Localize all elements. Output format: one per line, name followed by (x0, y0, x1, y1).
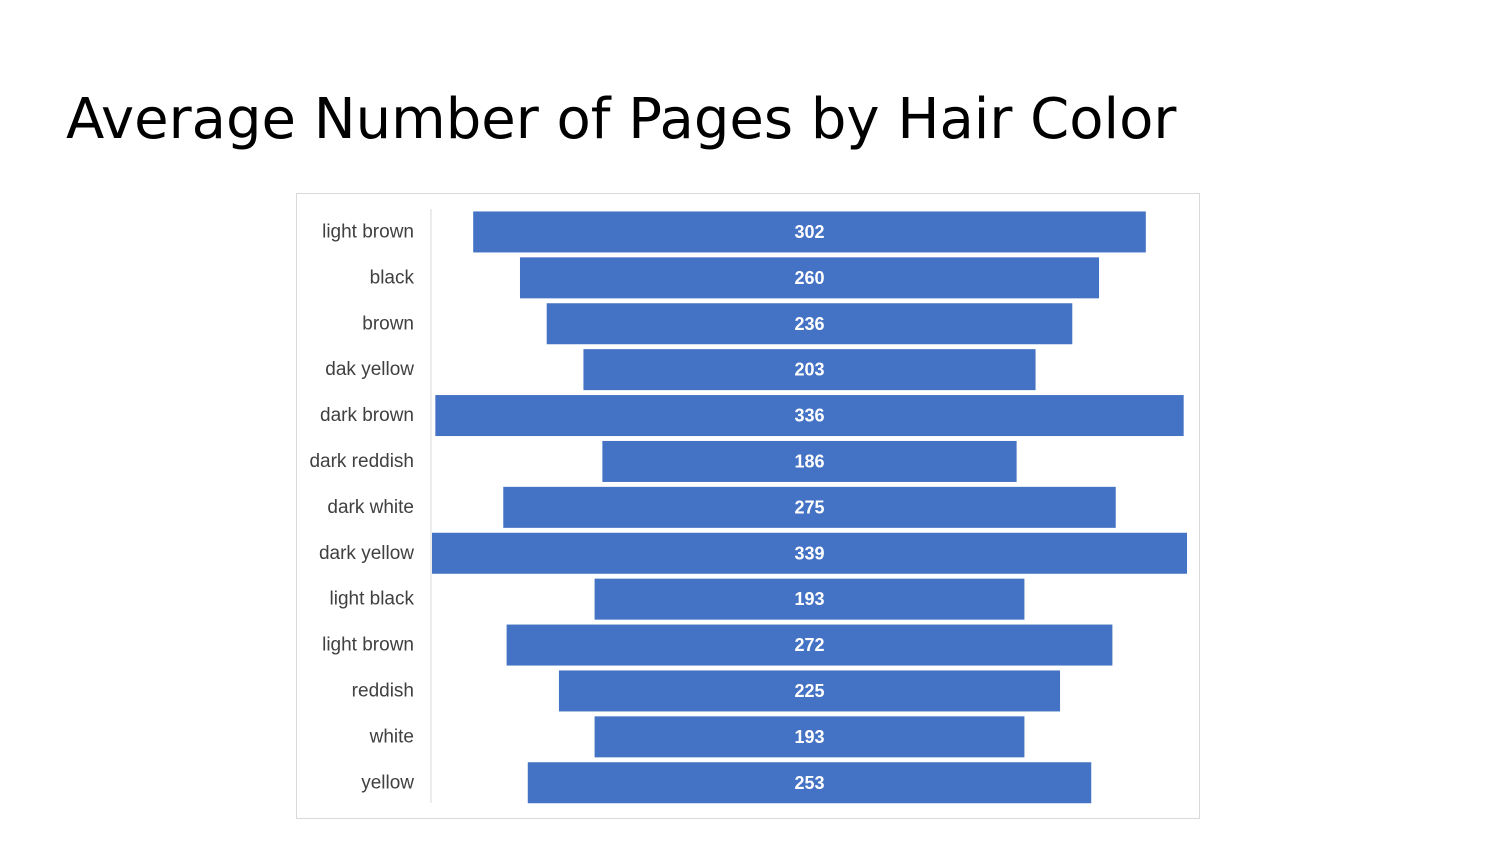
chart-area: light brown black brown dak yellow dark brow… (296, 193, 1200, 819)
category-label: black (370, 267, 415, 288)
funnel-bar-chart: light brown black brown dak yellow dark brow… (309, 209, 1187, 804)
category-label: light brown (322, 635, 414, 656)
category-label: dark brown (320, 405, 414, 426)
category-label: reddish (352, 680, 414, 701)
bar (435, 395, 1184, 437)
bar-value-label: 260 (794, 268, 824, 288)
bar (527, 762, 1092, 804)
bar-value-label: 236 (794, 314, 824, 334)
bar (594, 578, 1025, 620)
bar (594, 716, 1025, 758)
bar-value-label: 193 (794, 727, 824, 747)
category-label: yellow (361, 772, 414, 793)
bar (432, 532, 1187, 574)
bar (583, 349, 1036, 391)
category-label: light brown (322, 221, 414, 242)
bar (506, 624, 1113, 666)
category-label: light black (330, 589, 415, 610)
bar (546, 303, 1073, 345)
category-labels: light brown black brown dak yellow dark brow… (309, 221, 414, 793)
bar (602, 440, 1017, 482)
bar-value-label: 336 (794, 406, 824, 426)
bar-value-label: 225 (794, 681, 824, 701)
bar-value-label: 339 (794, 543, 824, 563)
bar (503, 486, 1116, 528)
bar-value-label: 253 (794, 773, 824, 793)
bar-value-label: 272 (794, 635, 824, 655)
slide-title: Average Number of Pages by Hair Color (66, 87, 1177, 152)
bar-value-label: 193 (794, 589, 824, 609)
value-labels: 302 260 236 203 336 186 275 339 193 272 225 193 253 (794, 222, 824, 793)
category-label: brown (362, 313, 414, 334)
bar-value-label: 186 (794, 451, 824, 471)
bar (519, 257, 1100, 299)
bar-value-label: 302 (794, 222, 824, 242)
category-label: dak yellow (325, 359, 414, 380)
category-label: dark white (327, 497, 414, 518)
category-label: dark reddish (309, 451, 414, 472)
bar-value-label: 275 (794, 497, 824, 517)
bar (558, 670, 1061, 712)
bars (432, 211, 1187, 804)
bar (473, 211, 1146, 253)
bar-value-label: 203 (794, 360, 824, 380)
category-label: white (369, 726, 414, 747)
category-label: dark yellow (319, 543, 414, 564)
